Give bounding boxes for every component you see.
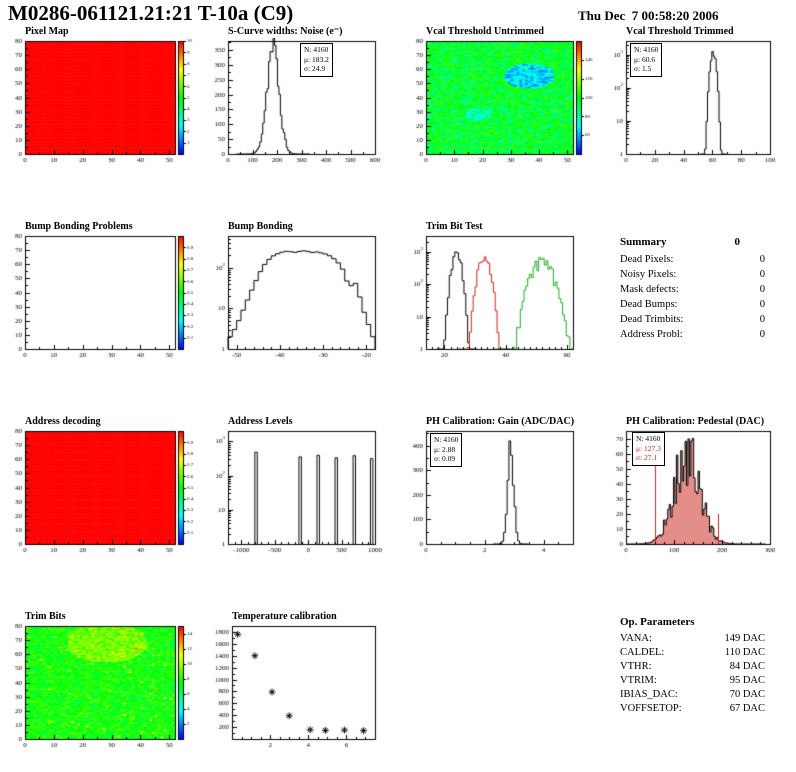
temperature-calibration-plot xyxy=(206,623,398,753)
chart-title: Vcal Threshold Trimmed xyxy=(626,26,734,37)
stats-line: μ: 127.3 xyxy=(636,443,661,453)
op-parameter-label: VTHR: xyxy=(620,661,652,672)
summary-header: Summary 0 xyxy=(620,236,740,248)
summary-row-label: Address Probl: xyxy=(620,329,683,340)
stats-box: N: 4160 μ: 127.3 σ: 27.1 xyxy=(632,432,665,466)
stats-line: μ: 2.88 xyxy=(434,444,456,454)
op-parameter-label: CALDEL: xyxy=(620,647,665,658)
summary-row-value: 0 xyxy=(759,314,765,325)
vcal-untrimmed-plot xyxy=(404,38,596,168)
op-parameter-value: 70 DAC xyxy=(729,689,765,700)
summary-panel: Summary 0 Dead Pixels: 0 Noisy Pixels: 0… xyxy=(620,236,770,342)
page-title: M0286-061121.21:21 T-10a (C9) xyxy=(8,1,294,25)
op-parameter-value: 149 DAC xyxy=(724,633,765,644)
summary-total: 0 xyxy=(734,236,741,248)
chart-title: PH Calibration: Pedestal (DAC) xyxy=(626,416,765,427)
panel-trim-bits: Trim Bits xyxy=(8,611,200,753)
summary-row-label: Dead Bumps: xyxy=(620,299,678,310)
op-parameter-row: CALDEL: 110 DAC xyxy=(620,646,765,660)
trim-bit-test-plot xyxy=(404,233,596,363)
stats-line: σ: 24.9 xyxy=(304,64,326,73)
op-parameter-value: 110 DAC xyxy=(724,647,765,658)
summary-row: Dead Bumps: 0 xyxy=(620,297,765,312)
stats-line: N: 4160 xyxy=(304,45,329,54)
pixel-map-plot xyxy=(8,38,200,168)
op-parameter-label: VTRIM: xyxy=(620,675,657,686)
panel-trim-bit-test: Trim Bit Test xyxy=(404,221,596,363)
op-parameter-row: IBIAS_DAC: 70 DAC xyxy=(620,688,765,702)
op-parameter-row: VTHR: 84 DAC xyxy=(620,660,765,674)
summary-row-label: Noisy Pixels: xyxy=(620,269,677,280)
chart-title: Trim Bit Test xyxy=(426,221,483,232)
summary-row-label: Dead Pixels: xyxy=(620,254,674,265)
stats-line: σ: 0.09 xyxy=(434,454,456,463)
summary-row-label: Dead Trimbits: xyxy=(620,314,684,325)
chart-title: Bump Bonding Problems xyxy=(25,221,133,232)
summary-row: Dead Trimbits: 0 xyxy=(620,312,765,327)
stats-box: N: 4160 μ: 183.2 σ: 24.9 xyxy=(300,43,333,77)
chart-title: S-Curve widths: Noise (e⁻) xyxy=(228,26,343,37)
stats-line: μ: 183.2 xyxy=(304,54,329,64)
op-parameters-panel: Op. Parameters VANA: 149 DAC CALDEL: 110… xyxy=(620,616,770,716)
summary-row-value: 0 xyxy=(759,299,765,310)
chart-title: Address decoding xyxy=(25,416,101,427)
panel-vcal-trimmed: Vcal Threshold Trimmed N: 4160 μ: 60.6 σ… xyxy=(604,26,796,168)
op-parameter-row: VTRIM: 95 DAC xyxy=(620,674,765,688)
timestamp: Thu Dec 7 00:58:20 2006 xyxy=(578,8,719,23)
op-parameter-label: VANA: xyxy=(620,633,652,644)
summary-row-label: Mask defects: xyxy=(620,284,679,295)
summary-row: Noisy Pixels: 0 xyxy=(620,267,765,282)
summary-title: Summary xyxy=(620,236,667,248)
summary-row: Dead Pixels: 0 xyxy=(620,252,765,267)
bump-bonding-plot xyxy=(206,233,398,363)
op-parameter-row: VANA: 149 DAC xyxy=(620,632,765,646)
op-parameter-label: IBIAS_DAC: xyxy=(620,689,678,700)
panel-ph-gain: PH Calibration: Gain (ADC/DAC) N: 4160 μ… xyxy=(404,416,596,558)
panel-vcal-untrimmed: Vcal Threshold Untrimmed xyxy=(404,26,596,168)
chart-title: PH Calibration: Gain (ADC/DAC) xyxy=(426,416,575,427)
panel-bump-bonding: Bump Bonding xyxy=(206,221,398,363)
stats-box: N: 4160 μ: 60.6 σ: 1.5 xyxy=(630,43,663,77)
chart-title: Vcal Threshold Untrimmed xyxy=(426,26,544,37)
panel-pixel-map: Pixel Map xyxy=(8,26,200,168)
summary-row-value: 0 xyxy=(759,269,765,280)
stats-line: N: 4160 xyxy=(636,434,661,443)
panel-address-levels: Address Levels xyxy=(206,416,398,558)
panel-ph-pedestal: PH Calibration: Pedestal (DAC) N: 4160 μ… xyxy=(604,416,796,558)
stats-line: N: 4160 xyxy=(434,435,459,444)
stats-line: σ: 1.5 xyxy=(634,64,652,73)
op-parameters-header: Op. Parameters xyxy=(620,616,770,628)
op-parameter-value: 95 DAC xyxy=(729,675,765,686)
address-decoding-plot xyxy=(8,428,200,558)
op-parameters-title: Op. Parameters xyxy=(620,616,695,628)
stats-line: N: 4160 xyxy=(634,45,659,54)
chart-title: Temperature calibration xyxy=(232,611,337,622)
bump-problems-plot xyxy=(8,233,200,363)
panel-address-decoding: Address decoding xyxy=(8,416,200,558)
chart-title: Pixel Map xyxy=(25,26,69,37)
summary-row: Address Probl: 0 xyxy=(620,327,765,342)
chart-title: Address Levels xyxy=(228,416,293,427)
stats-box: N: 4160 μ: 2.88 σ: 0.09 xyxy=(430,433,463,467)
panel-bump-problems: Bump Bonding Problems xyxy=(8,221,200,363)
panel-temperature-calibration: Temperature calibration xyxy=(206,611,398,753)
op-parameter-value: 67 DAC xyxy=(729,703,765,714)
stats-line: σ: 27.1 xyxy=(636,453,658,462)
chart-title: Bump Bonding xyxy=(228,221,293,232)
summary-row-value: 0 xyxy=(759,284,765,295)
chart-title: Trim Bits xyxy=(25,611,66,622)
summary-row-value: 0 xyxy=(759,329,765,340)
summary-row: Mask defects: 0 xyxy=(620,282,765,297)
op-parameter-row: VOFFSETOP: 67 DAC xyxy=(620,702,765,716)
op-parameter-label: VOFFSETOP: xyxy=(620,703,682,714)
address-levels-plot xyxy=(206,428,398,558)
op-parameter-value: 84 DAC xyxy=(729,661,765,672)
summary-row-value: 0 xyxy=(759,254,765,265)
panel-scurve-noise: S-Curve widths: Noise (e⁻) N: 4160 μ: 18… xyxy=(206,26,398,168)
stats-line: μ: 60.6 xyxy=(634,54,656,64)
trim-bits-plot xyxy=(8,623,200,753)
